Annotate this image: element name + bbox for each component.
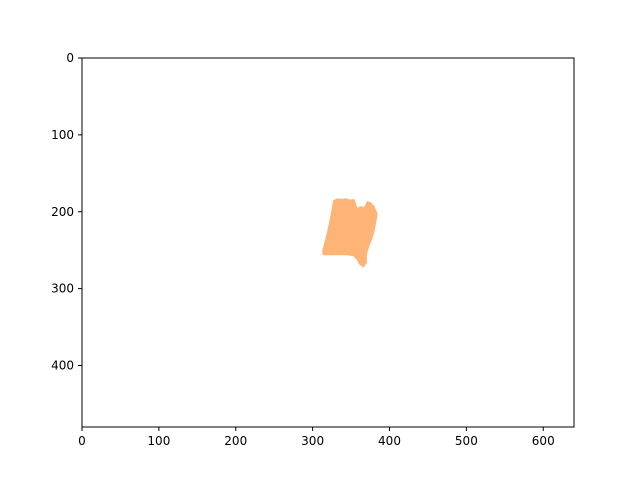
x-tick-label: 500 — [455, 434, 478, 448]
y-tick-label: 400 — [51, 359, 74, 373]
axes: 0 100 200 300 400 500 600 0 100 200 300 400 — [51, 51, 575, 448]
y-tick-label: 200 — [51, 205, 74, 219]
x-tick-label: 300 — [301, 434, 324, 448]
x-tick-label: 600 — [532, 434, 555, 448]
x-tick-label: 400 — [378, 434, 401, 448]
y-tick-label: 300 — [51, 282, 74, 296]
x-tick-label: 100 — [147, 434, 170, 448]
mask-region — [322, 198, 378, 268]
x-tick-label: 200 — [224, 434, 247, 448]
y-tick-label: 0 — [66, 51, 74, 65]
axes-frame — [81, 57, 575, 428]
plot-area — [322, 198, 378, 268]
y-tick-label: 100 — [51, 128, 74, 142]
x-tick-label: 0 — [78, 434, 86, 448]
